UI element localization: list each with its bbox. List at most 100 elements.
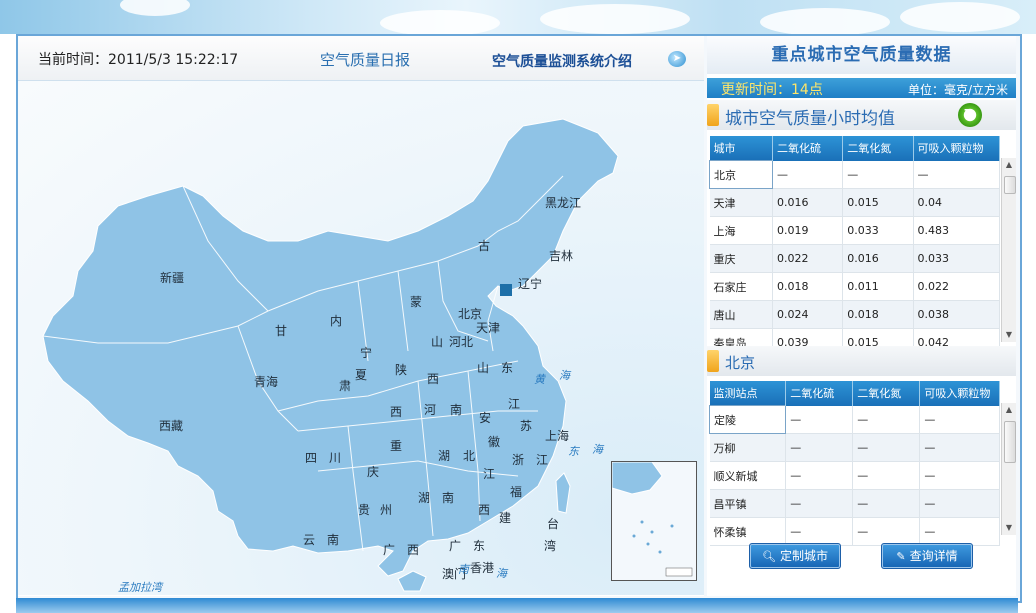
province-label-taiwan-2[interactable]: 湾 [544,539,557,553]
station-cell[interactable]: 万柳 [709,433,787,462]
custom-city-button[interactable]: 🔍︎ 定制城市 [749,543,841,569]
scroll-up-icon[interactable]: ▲ [1005,160,1013,169]
daily-report-link[interactable]: 空气质量日报 [320,51,411,69]
city-label-chongqing-1[interactable]: 重 [390,439,403,453]
province-label-hunan-1[interactable]: 湖 [418,491,431,505]
province-label-jiangsu-2[interactable]: 苏 [520,419,533,433]
col-header-no2[interactable]: 二氧化氮 [842,136,914,161]
table-row[interactable]: 天津 0.016 0.015 0.04 [709,188,1001,217]
province-label-fujian-2[interactable]: 建 [499,511,512,525]
province-label-guangxi-1[interactable]: 广 [383,543,396,557]
province-label-gansu-1[interactable]: 甘 [275,324,288,338]
city-label-chongqing-2[interactable]: 庆 [367,465,380,479]
city-label-tianjin[interactable]: 天津 [476,321,501,335]
province-label-guizhou-1[interactable]: 贵 [358,503,371,517]
table-row[interactable]: 万柳 — — — [709,433,1000,462]
table-row[interactable]: 北京 — — — [708,160,1001,189]
province-label-hubei-2[interactable]: 北 [463,449,476,463]
province-label-fujian-1[interactable]: 福 [510,485,523,499]
scroll-down-icon[interactable]: ▼ [1005,523,1013,532]
province-label-neimenggu-1[interactable]: 内 [330,314,343,328]
col-header-pm10[interactable]: 可吸入颗粒物 [913,136,1001,161]
beijing-tianjin-highlight[interactable] [500,284,512,296]
province-label-guangxi-2[interactable]: 西 [407,543,420,557]
province-label-liaoning[interactable]: 辽宁 [518,277,543,291]
province-label-jiangsu-1[interactable]: 江 [508,397,521,411]
province-label-yunnan-1[interactable]: 云 [303,533,316,547]
province-label-hubei-1[interactable]: 湖 [438,449,451,463]
city-cell[interactable]: 天津 [709,188,774,217]
province-label-yunnan-2[interactable]: 南 [327,533,340,547]
hainan-shape[interactable] [397,570,427,592]
taiwan-shape[interactable] [555,472,571,514]
station-cell[interactable]: 顺义新城 [709,461,787,490]
table-row[interactable]: 上海 0.019 0.033 0.483 [709,216,1001,245]
col-header-station[interactable]: 监测站点 [709,381,787,406]
station-cell[interactable]: 昌平镇 [709,489,787,518]
mainland-shape[interactable] [42,118,619,577]
table-row[interactable]: 重庆 0.022 0.016 0.033 [709,244,1001,273]
province-label-xizang[interactable]: 西藏 [159,419,184,433]
city-label-shanghai[interactable]: 上海 [545,429,570,443]
col-header-so2[interactable]: 二氧化硫 [785,381,854,406]
scroll-thumb[interactable] [1004,421,1016,463]
province-label-ningxia-1[interactable]: 宁 [360,346,373,360]
province-label-anhui-1[interactable]: 安 [479,411,492,425]
city-cell[interactable]: 唐山 [709,300,774,329]
query-detail-button[interactable]: ✎ 查询详情 [881,543,973,569]
scroll-down-icon[interactable]: ▼ [1005,330,1013,339]
province-label-gansu-2[interactable]: 肃 [339,379,352,393]
province-label-shanxi-2[interactable]: 西 [427,372,440,386]
province-label-neimenggu-3[interactable]: 古 [478,239,491,253]
province-label-shaanxi-2[interactable]: 西 [390,405,403,419]
province-label-henan-2[interactable]: 南 [450,403,463,417]
table-row[interactable]: 怀柔镇 — — — [709,517,1000,546]
station-cell[interactable]: 定陵 [708,405,787,434]
province-label-anhui-2[interactable]: 徽 [488,435,501,449]
table-row[interactable]: 定陵 — — — [708,405,1000,434]
col-header-so2[interactable]: 二氧化硫 [772,136,844,161]
province-label-taiwan-1[interactable]: 台 [547,517,560,531]
province-label-ningxia-2[interactable]: 夏 [355,368,368,382]
province-label-shaanxi-1[interactable]: 陕 [395,363,408,377]
province-label-hebei[interactable]: 河北 [449,335,474,349]
province-label-jilin[interactable]: 吉林 [549,249,574,263]
table-row[interactable]: 昌平镇 — — — [709,489,1000,518]
station-table-scrollbar[interactable]: ▲ ▼ [1001,403,1016,535]
col-header-pm10[interactable]: 可吸入颗粒物 [919,381,1000,406]
city-cell[interactable]: 上海 [709,216,774,245]
city-label-macau[interactable]: 澳门 [442,567,467,581]
province-label-guizhou-2[interactable]: 州 [380,503,393,517]
city-table-scrollbar[interactable]: ▲ ▼ [1001,158,1016,342]
table-row[interactable]: 石家庄 0.018 0.011 0.022 [709,272,1001,301]
col-header-city[interactable]: 城市 [709,136,774,161]
refresh-icon[interactable]: ↻ [958,103,982,127]
province-label-shandong-2[interactable]: 东 [501,361,514,375]
table-row[interactable]: 唐山 0.024 0.018 0.038 [709,300,1001,329]
province-label-guangdong-2[interactable]: 东 [473,539,486,553]
col-header-no2[interactable]: 二氧化氮 [852,381,921,406]
city-cell[interactable]: 石家庄 [709,272,774,301]
province-label-hunan-2[interactable]: 南 [442,491,455,505]
china-map-shape[interactable] [18,81,704,595]
province-label-henan-1[interactable]: 河 [424,403,437,417]
city-cell[interactable]: 重庆 [709,244,774,273]
scroll-up-icon[interactable]: ▲ [1005,405,1013,414]
province-label-qinghai[interactable]: 青海 [254,375,279,389]
province-label-sichuan-1[interactable]: 四 [305,451,318,465]
intro-arrow-icon[interactable]: ➤ [668,51,686,67]
province-label-guangdong-1[interactable]: 广 [449,539,462,553]
table-row[interactable]: 顺义新城 — — — [709,461,1000,490]
province-label-xinjiang[interactable]: 新疆 [160,271,185,285]
china-map[interactable]: 黑龙江 吉林 辽宁 内 蒙 古 新疆 西藏 青海 甘 肃 宁 夏 陕 西 山 西… [18,80,704,595]
province-label-jiangxi-2[interactable]: 西 [478,503,491,517]
province-label-shandong-1[interactable]: 山 [477,361,490,375]
province-label-jiangxi-1[interactable]: 江 [483,467,496,481]
system-intro-link[interactable]: 空气质量监测系统介绍 [492,54,632,70]
station-cell[interactable]: 怀柔镇 [709,517,787,546]
city-label-hongkong[interactable]: 香港 [470,561,495,575]
province-label-shanxi-1[interactable]: 山 [431,335,444,349]
city-cell[interactable]: 北京 [708,160,774,189]
province-label-sichuan-2[interactable]: 川 [329,451,342,465]
province-label-heilongjiang[interactable]: 黑龙江 [545,196,582,210]
